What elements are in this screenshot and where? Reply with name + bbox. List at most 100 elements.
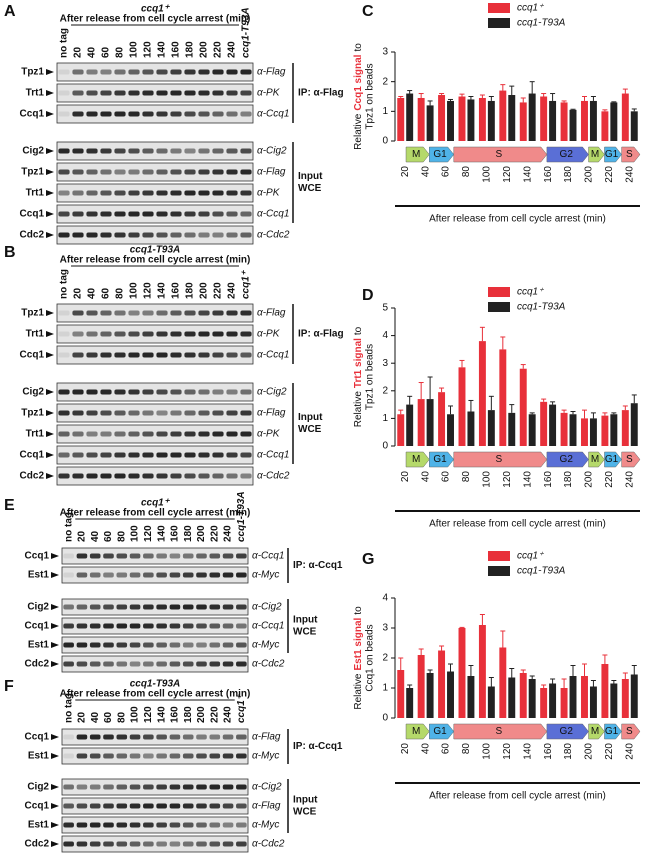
band [226,389,238,395]
blot-strip [61,598,249,616]
band [170,232,182,238]
bar [467,411,475,446]
antibody-label: α-Cdc2 [252,659,285,670]
band [76,803,88,809]
band [209,604,221,610]
y-label-part: Est1 signal [353,617,364,670]
band [182,803,194,809]
band [212,410,224,416]
lane-label: 160 [171,282,182,299]
band [196,553,207,559]
bar [508,412,516,446]
bar [467,676,475,718]
band [72,69,84,75]
band [89,572,101,578]
y-axis-label: Tpz1 on beads [365,63,376,129]
band [142,352,154,358]
bar [447,671,454,718]
error-bar [631,108,637,112]
band [236,604,247,610]
protein-arrow [51,604,59,610]
band [116,753,128,759]
band [222,642,234,648]
legend-label: ccq1⁺ [517,3,544,14]
band [86,452,98,458]
band [63,661,74,667]
bar [417,399,425,446]
lane-label: 140 [156,525,167,542]
band [226,331,238,337]
antibody-label: α-Cig2 [252,782,282,793]
bar [610,102,618,141]
genotype: ccq1⁺ [141,4,171,15]
y-tick-label: 1 [382,106,388,117]
lane-label: 60 [103,711,114,723]
band [128,111,140,117]
bar [601,664,609,718]
band [58,90,70,96]
bar [438,95,446,141]
band [198,232,210,238]
blot-strip [56,183,254,203]
error-bar [488,96,494,101]
band [86,389,98,395]
band [72,169,84,175]
band [142,111,154,117]
band [58,211,70,217]
lane-label: 80 [116,530,127,542]
legend-swatch [488,18,510,28]
band [76,661,88,667]
x-axis-label: After release from cell cycle arrest (mi… [429,791,606,802]
protein-arrow [46,352,54,358]
band [198,169,210,175]
phase-arrow [621,723,641,740]
error-bar [570,411,576,415]
x-tick-label: 120 [502,166,513,183]
band [240,190,252,196]
band [156,69,168,75]
band [182,553,194,559]
band [103,841,114,847]
bar [447,414,454,446]
lane-label: 220 [209,525,220,542]
lane-label: 220 [213,41,224,58]
band [222,553,234,559]
phase-label: G1 [605,726,619,737]
bar [528,414,536,446]
band [129,604,141,610]
bar [569,676,577,718]
band [129,753,141,759]
phase-arrow [588,451,605,468]
legend-swatch [488,287,510,297]
y-tick-label: 3 [382,623,388,634]
error-bar [590,680,596,687]
band [114,389,126,395]
band [86,352,98,358]
band [116,803,128,809]
protein-label: Cdc2 [20,471,45,482]
legend-swatch [488,302,510,312]
band [129,822,141,828]
protein-arrow [51,803,59,809]
band [114,69,126,75]
bar [417,655,425,718]
blot-strip [56,382,254,402]
error-bar [541,684,547,688]
band [184,111,196,117]
band [212,331,224,337]
error-bar [590,412,596,419]
band [63,604,74,610]
band [72,232,84,238]
protein-arrow [46,211,54,217]
phase-label: S [626,726,633,737]
band [129,661,141,667]
bar [569,109,577,141]
band [156,604,167,610]
lane-label: 180 [183,706,194,723]
bar [467,99,475,141]
lane-label: 40 [87,287,98,299]
protein-arrow [46,331,54,337]
band [209,553,221,559]
bar [478,97,486,141]
band [63,734,74,740]
